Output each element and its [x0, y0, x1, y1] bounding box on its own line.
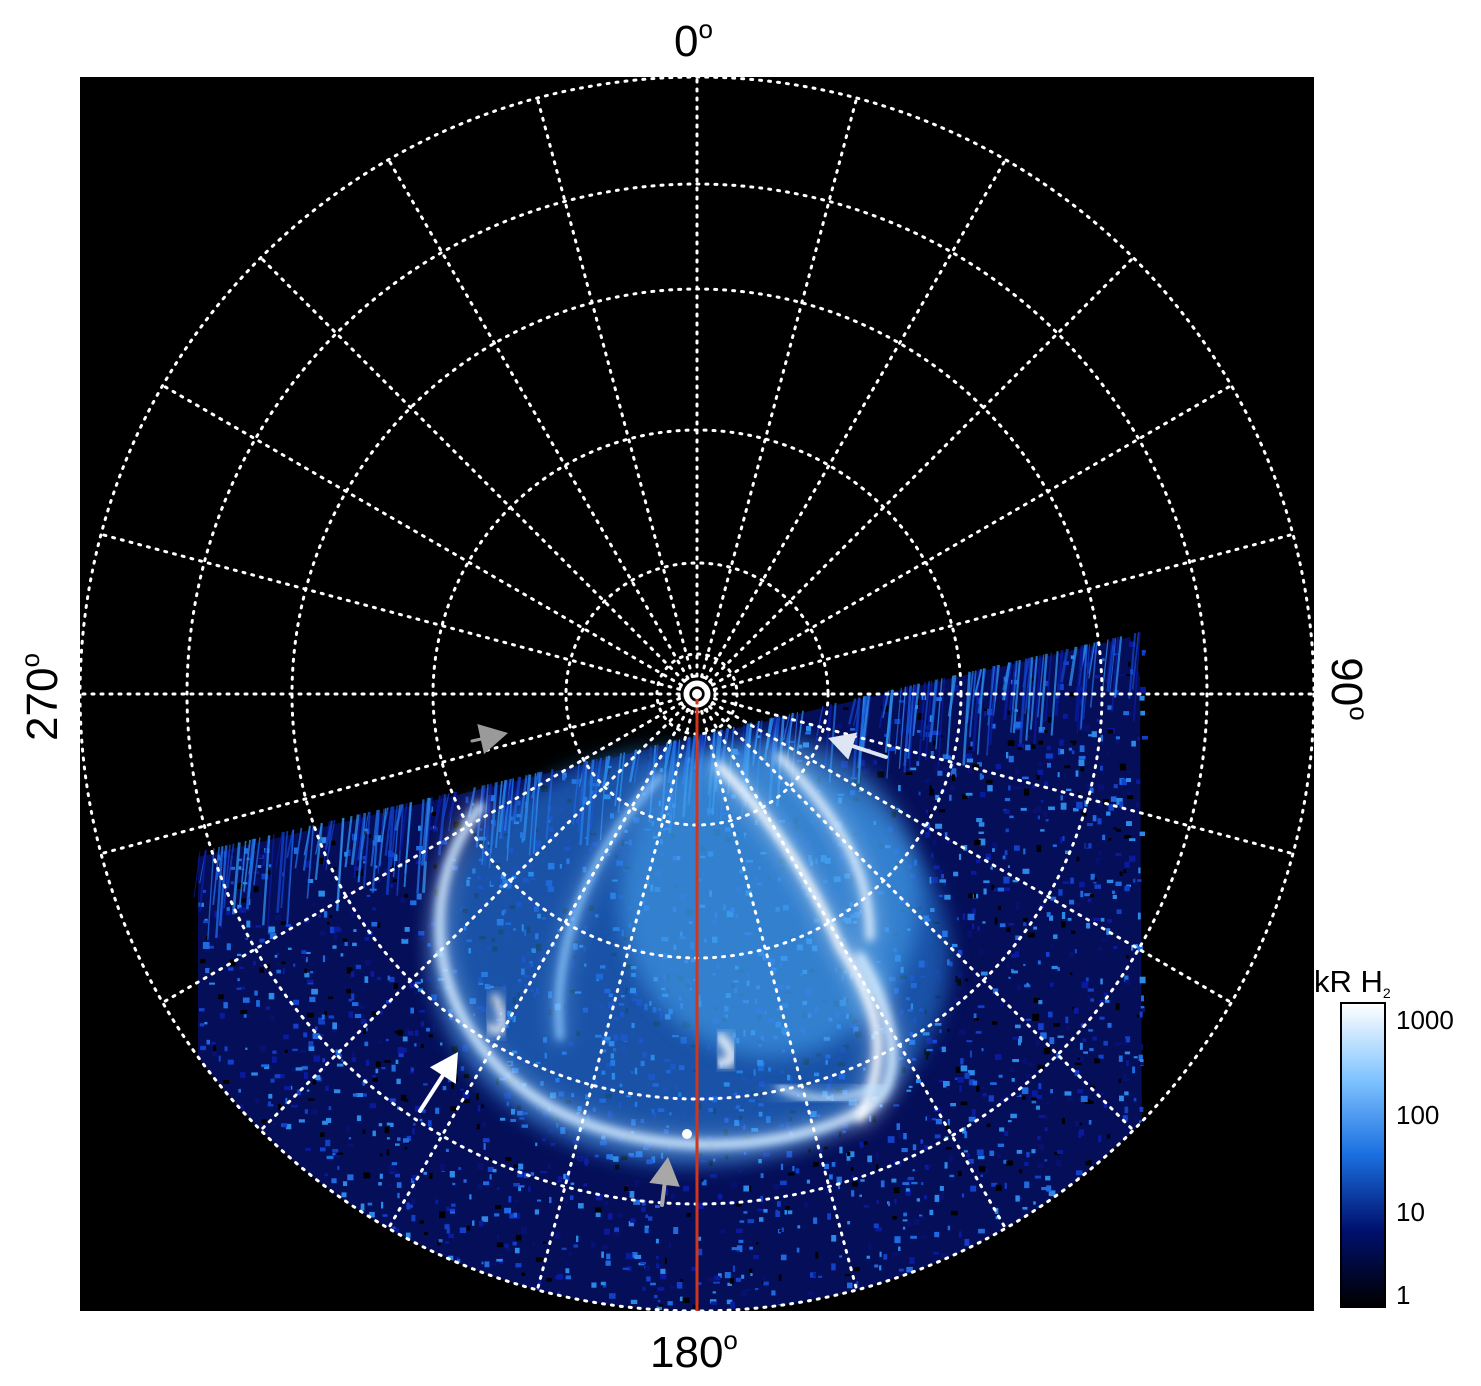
- longitude-line: [259, 256, 699, 696]
- pole-marker: [683, 680, 711, 708]
- arrow-shaft: [418, 1073, 445, 1113]
- colorbar-tick-label: 1000: [1396, 1005, 1454, 1035]
- longitude-label-180: 180o: [650, 1327, 738, 1375]
- colorbar-title-text: kR H: [1314, 964, 1383, 999]
- oval-arc: [776, 753, 874, 941]
- colorbar-tick-label: 1: [1396, 1280, 1411, 1310]
- aurora-image: [78, 75, 1316, 1313]
- longitude-line: [535, 96, 699, 696]
- oval-arc: [776, 1083, 884, 1102]
- longitude-line: [695, 692, 1135, 1132]
- arrow-shaft: [850, 744, 888, 759]
- longitude-line: [695, 96, 859, 696]
- aurora-emission-region: [193, 631, 1148, 1311]
- longitude-line: [695, 158, 1007, 696]
- degree-symbol: o: [723, 1325, 738, 1355]
- longitude-line: [695, 384, 1233, 696]
- inner-glow: [620, 737, 920, 1057]
- oval-arc: [487, 994, 506, 1034]
- degree-symbol: o: [15, 653, 45, 668]
- longitude-label-90: 90o: [1322, 657, 1374, 721]
- arrow-head: [429, 1052, 458, 1084]
- colorbar-title-subscript: 2: [1382, 985, 1391, 1001]
- longitude-line: [695, 692, 859, 1292]
- longitude-line: [695, 256, 1135, 696]
- arrow-shaft: [660, 1182, 667, 1207]
- arrow-head: [828, 732, 858, 760]
- label-value: 180: [650, 1328, 724, 1377]
- arrow-head: [649, 1157, 680, 1187]
- label-value: 90: [1322, 657, 1371, 707]
- label-value: 270: [18, 667, 67, 741]
- arrow-head: [477, 724, 508, 755]
- gray-arrow-bottom-icon: [649, 1157, 680, 1207]
- white-arrow-right-icon: [828, 732, 888, 760]
- oval-arc: [715, 762, 882, 1122]
- longitude-line: [535, 692, 699, 1292]
- longitude-line: [387, 158, 699, 696]
- colorbar-title: kR H2: [1314, 966, 1391, 1000]
- longitude-line: [695, 532, 1295, 696]
- arrow-shaft: [470, 737, 483, 743]
- oval-arc: [716, 1033, 736, 1068]
- longitude-line: [161, 384, 699, 696]
- gray-arrow-upper-left-icon: [470, 724, 508, 755]
- annotation-arrows: [418, 724, 888, 1207]
- longitude-line: [695, 692, 1233, 1004]
- longitude-label-270: 270o: [15, 653, 67, 741]
- longitude-label-0: 0o: [674, 16, 713, 64]
- degree-symbol: o: [1344, 706, 1374, 721]
- longitude-line: [387, 692, 699, 1230]
- colorbar-tick-label: 10: [1396, 1197, 1425, 1227]
- label-value: 0: [674, 17, 699, 66]
- polar-projection-plot: [78, 75, 1316, 1313]
- longitude-line: [99, 532, 699, 696]
- degree-symbol: o: [698, 14, 713, 44]
- longitude-line: [695, 692, 1007, 1230]
- bright-spot: [682, 1129, 692, 1139]
- colorbar-tick-label: 100: [1396, 1100, 1440, 1130]
- longitude-line: [695, 692, 1295, 856]
- longitude-line: [259, 692, 699, 1132]
- white-arrow-left-icon: [418, 1052, 458, 1113]
- longitude-line: [99, 692, 699, 856]
- longitude-line: [161, 692, 699, 1004]
- oval-arc: [434, 802, 898, 1150]
- colorbar: [1340, 1002, 1386, 1308]
